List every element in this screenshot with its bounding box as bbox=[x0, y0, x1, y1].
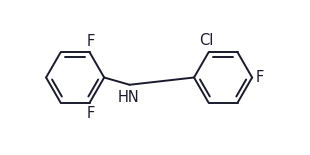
Text: Cl: Cl bbox=[199, 33, 213, 48]
Text: F: F bbox=[86, 106, 95, 121]
Text: F: F bbox=[256, 70, 264, 85]
Text: HN: HN bbox=[118, 90, 140, 105]
Text: F: F bbox=[86, 34, 95, 49]
